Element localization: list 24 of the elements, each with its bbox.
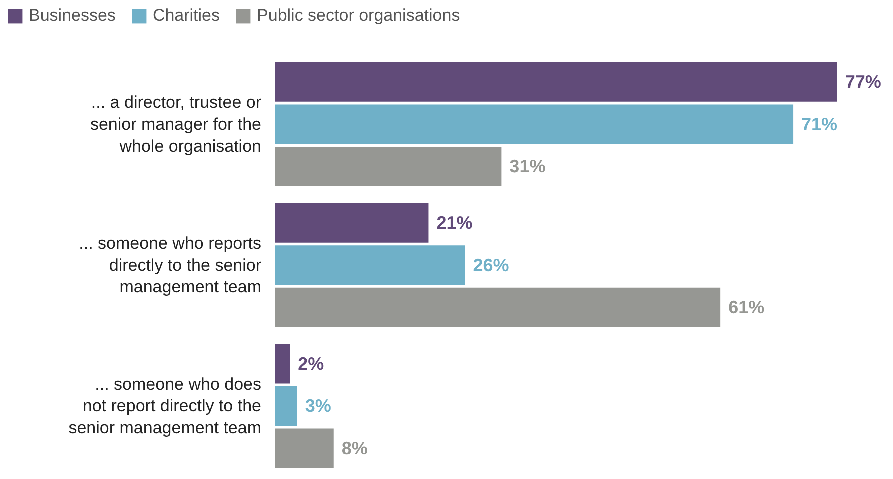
- bar: [276, 246, 466, 286]
- data-label: 31%: [510, 156, 546, 177]
- legend-label: Businesses: [29, 6, 116, 26]
- y-tick-label: ... a director, trustee or senior manager for the whole organisation: [90, 93, 262, 156]
- bar: [276, 203, 429, 243]
- bar: [276, 386, 298, 426]
- bar: [276, 62, 838, 102]
- data-label: 3%: [305, 396, 332, 416]
- bar: [276, 104, 794, 144]
- data-label: 26%: [473, 255, 510, 276]
- data-label: 77%: [845, 72, 882, 92]
- bar: [276, 344, 290, 384]
- y-tick-label: ... someone who does not report directly to the senior management team: [68, 374, 262, 438]
- data-label: 2%: [298, 354, 324, 374]
- bar: [276, 147, 502, 186]
- data-label: 21%: [436, 213, 473, 234]
- bar: [276, 288, 721, 328]
- bar: [276, 428, 334, 468]
- legend-label: Public sector organisations: [257, 6, 460, 26]
- legend-label: Charities: [152, 6, 220, 26]
- data-label: 71%: [802, 114, 838, 134]
- y-tick-label: ... someone who reports directly to the senior management team: [79, 234, 262, 297]
- data-label: 8%: [342, 438, 368, 459]
- data-label: 61%: [728, 298, 765, 318]
